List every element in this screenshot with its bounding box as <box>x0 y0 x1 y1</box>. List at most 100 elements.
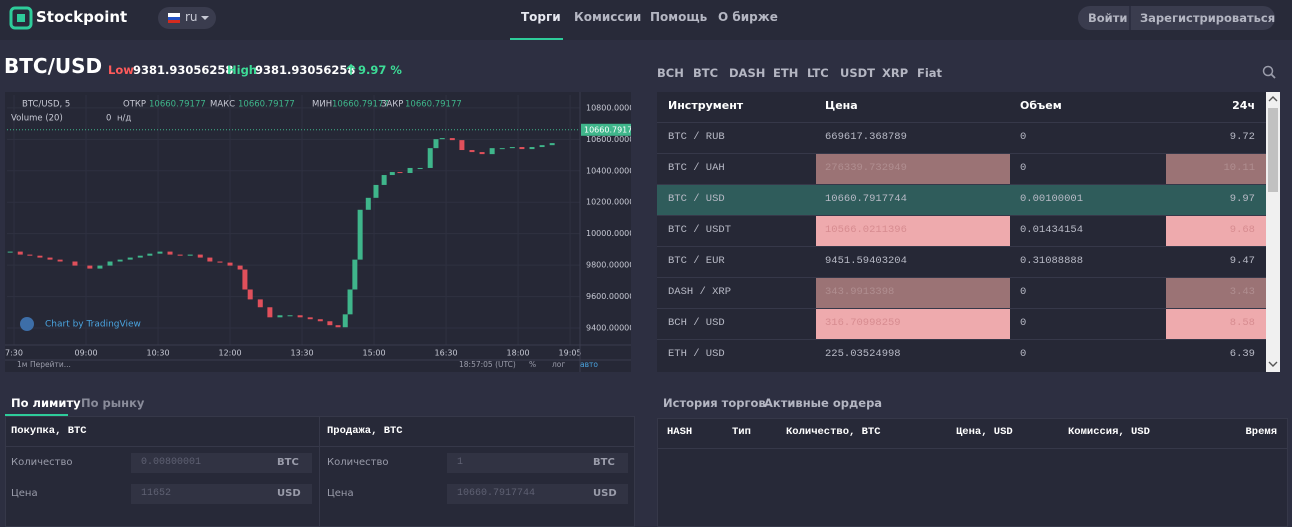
candle <box>267 307 273 318</box>
market-tab[interactable]: LTC <box>807 66 829 80</box>
price[interactable]: 316.70998259 <box>825 317 901 329</box>
language-label[interactable]: ru <box>185 10 198 24</box>
change-24h[interactable]: 8.58 <box>1229 317 1255 329</box>
market-tab[interactable]: DASH <box>729 66 766 80</box>
market-tab[interactable]: BTC <box>693 66 719 80</box>
market-tab[interactable]: ETH <box>773 66 799 80</box>
nav-link[interactable]: Торги <box>521 10 561 24</box>
change-24h[interactable]: 9.68 <box>1229 224 1255 236</box>
input[interactable] <box>447 453 628 473</box>
candle <box>365 197 371 210</box>
price[interactable]: 276339.732949 <box>825 162 907 174</box>
instrument[interactable]: BTC / RUB <box>668 131 725 143</box>
candle <box>197 254 203 258</box>
candle <box>459 140 465 151</box>
row-line <box>657 215 1266 216</box>
market-tab[interactable]: Fiat <box>917 66 943 80</box>
column-header: 24ч <box>1232 99 1255 112</box>
low-label: Low <box>108 63 134 77</box>
instrument[interactable]: ETH / USD <box>668 348 725 360</box>
input[interactable] <box>131 453 312 473</box>
login-button[interactable]: Войти <box>1088 11 1128 25</box>
volume[interactable]: 0.31088888 <box>1020 255 1084 267</box>
volume[interactable]: 0 <box>1020 317 1027 329</box>
input-unit: BTC <box>593 457 615 468</box>
input-placeholder[interactable]: 1 <box>457 457 464 468</box>
input[interactable] <box>131 484 312 504</box>
volume-label: Volume (20) <box>11 114 63 124</box>
field-label: Количество <box>11 457 73 468</box>
trades-tab[interactable]: История торгов <box>663 396 766 410</box>
market-tab[interactable]: XRP <box>882 66 909 80</box>
input-placeholder[interactable]: 0.00800001 <box>141 457 202 468</box>
candle <box>397 172 403 174</box>
trades-tab[interactable]: Активные ордера <box>764 396 883 410</box>
change-24h[interactable]: 6.39 <box>1229 348 1255 360</box>
trades-column: Время <box>1245 426 1277 438</box>
change-24h[interactable]: 9.72 <box>1229 131 1255 143</box>
candle <box>167 251 173 255</box>
change-24h[interactable]: 3.43 <box>1229 286 1255 298</box>
volume[interactable]: 0 <box>1020 348 1027 360</box>
instrument[interactable]: BTC / UAH <box>668 162 725 174</box>
volume[interactable]: 0 <box>1020 162 1027 174</box>
log-toggle: лог <box>552 360 565 369</box>
scrollbar-thumb <box>1268 108 1278 192</box>
input-unit: USD <box>593 488 617 499</box>
ohlc-value: 10660.79177 <box>332 100 389 110</box>
instrument[interactable]: BTC / EUR <box>668 255 725 267</box>
candle <box>17 251 23 255</box>
price[interactable]: 669617.368789 <box>825 131 907 143</box>
search-icon <box>1262 65 1274 77</box>
price[interactable]: 343.9913398 <box>825 286 895 298</box>
instrument[interactable]: BTC / USDT <box>668 224 732 236</box>
instrument[interactable]: BTC / USD <box>668 193 725 205</box>
volume[interactable]: 0.01434154 <box>1020 224 1084 236</box>
change-24h[interactable]: 9.47 <box>1229 255 1255 267</box>
change-24h[interactable]: 9.97 <box>1229 193 1255 205</box>
y-tick-label: 10200.000000 <box>586 198 631 207</box>
instrument[interactable]: DASH / XRP <box>668 286 732 298</box>
order-tab[interactable]: По лимиту <box>11 396 81 410</box>
market-tab[interactable]: USDT <box>840 66 876 80</box>
nav-underline <box>510 38 563 40</box>
low-value: 9381.93056258 <box>133 63 234 77</box>
price[interactable]: 9451.59403204 <box>825 255 907 267</box>
candle <box>97 265 103 269</box>
candle <box>342 314 348 328</box>
order-title: Продажа, BTC <box>327 425 403 437</box>
logo-text[interactable]: Stockpoint <box>36 8 128 26</box>
change-24h[interactable]: 10.11 <box>1223 162 1255 174</box>
high-label: High <box>227 63 257 77</box>
market-tab[interactable]: BCH <box>657 66 684 80</box>
change-flash <box>1166 154 1266 184</box>
input-placeholder[interactable]: 10660.7917744 <box>457 488 536 499</box>
price[interactable]: 10566.0211396 <box>825 224 907 236</box>
last-price-label: 10660.79177 <box>584 125 631 134</box>
candle <box>479 152 485 155</box>
register-button[interactable]: Зарегистрироваться <box>1140 11 1276 25</box>
price[interactable]: 225.03524998 <box>825 348 901 360</box>
candle <box>417 167 423 169</box>
price[interactable]: 10660.7917744 <box>825 193 907 205</box>
clock: 18:57:05 (UTC) <box>459 360 516 369</box>
instrument[interactable]: BCH / USD <box>668 317 725 329</box>
candle <box>187 254 193 256</box>
volume[interactable]: 0 <box>1020 131 1027 143</box>
order-tab[interactable]: По рынку <box>81 396 145 410</box>
y-tick-label: 10400.000000 <box>586 166 631 175</box>
row-selected[interactable] <box>657 185 1266 215</box>
tv-logo <box>20 317 34 331</box>
nav-link[interactable]: Комиссии <box>574 10 642 24</box>
nav-link[interactable]: Помощь <box>650 10 708 24</box>
input-placeholder[interactable]: 11652 <box>141 488 172 499</box>
language-button[interactable] <box>158 7 216 29</box>
candle <box>242 269 248 290</box>
volume[interactable]: 0.00100001 <box>1020 193 1084 205</box>
input[interactable] <box>447 484 628 504</box>
volume[interactable]: 0 <box>1020 286 1027 298</box>
nav-link[interactable]: О бирже <box>718 10 778 24</box>
auto-toggle: авто <box>580 360 598 369</box>
row-line <box>657 184 1266 185</box>
